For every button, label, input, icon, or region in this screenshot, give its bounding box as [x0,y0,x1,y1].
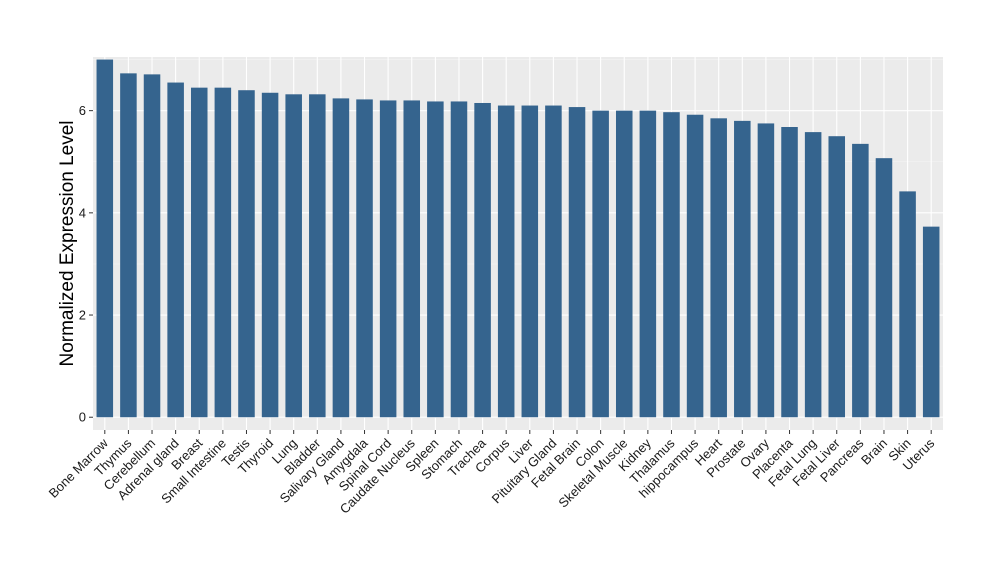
bar [332,98,350,418]
bar [828,136,846,418]
bar [710,118,727,418]
bar [545,105,562,418]
bar [592,110,609,418]
bar [143,74,161,418]
y-tick-label: 4 [79,205,86,220]
y-tick-label: 2 [79,308,86,323]
y-tick-label: 6 [79,103,86,118]
bar [474,102,491,418]
bar [875,158,893,418]
bar [450,101,468,418]
bar [497,105,515,418]
x-tick-label: Brain [858,436,890,468]
bar [379,100,397,418]
bar [214,87,232,418]
bar [238,90,255,418]
bar [568,107,586,418]
bar [639,110,657,418]
bar [356,99,373,418]
bar [96,59,114,418]
bar [852,143,869,418]
bar [261,92,279,418]
bar [804,132,822,418]
bar [120,73,137,418]
plot-panel [93,57,943,430]
bar [167,82,184,418]
bar [899,191,916,418]
bar [615,110,633,418]
bars [96,59,940,418]
y-axis: 0 2 4 6 [79,103,93,425]
bar [309,94,326,418]
bar [663,112,680,418]
bar [757,123,775,418]
y-tick-label: 0 [79,410,86,425]
bar [521,105,539,418]
bar [427,101,444,418]
bar [781,127,798,418]
y-axis-title: Normalized Expression Level [57,120,78,366]
bar [285,94,302,418]
bar [734,120,751,418]
bar [922,226,940,418]
bar [190,87,208,418]
bar [686,114,704,418]
bar [403,100,421,418]
